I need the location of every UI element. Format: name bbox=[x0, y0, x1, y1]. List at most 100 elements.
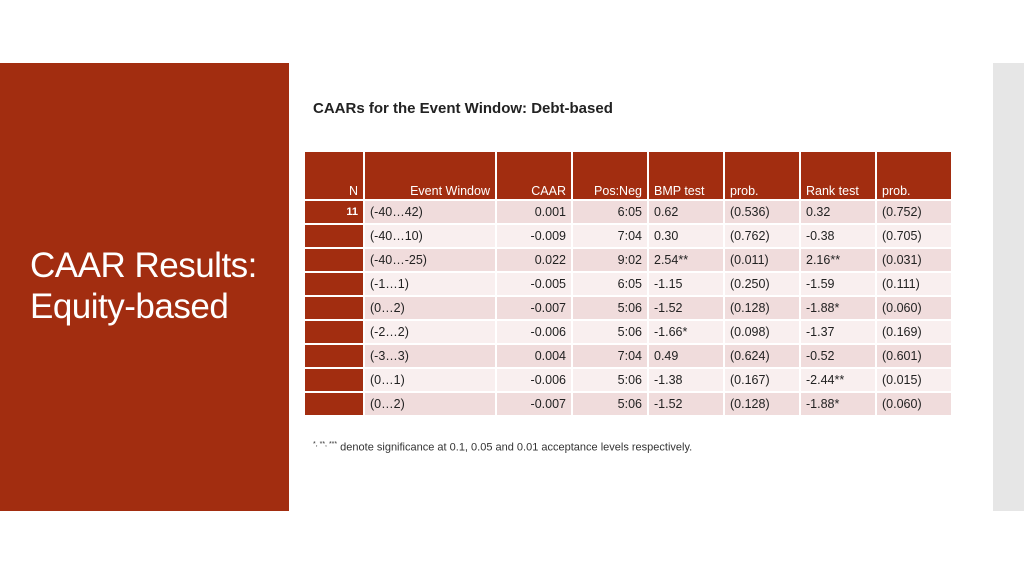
cell-caar: -0.007 bbox=[497, 297, 571, 319]
table-row: (-1…1) -0.005 6:05 -1.15 (0.250) -1.59 (… bbox=[305, 273, 951, 295]
cell-n bbox=[305, 393, 363, 415]
cell-prob-bmp: (0.536) bbox=[725, 201, 799, 223]
cell-n bbox=[305, 369, 363, 391]
cell-pos-neg: 7:04 bbox=[573, 225, 647, 247]
cell-n bbox=[305, 321, 363, 343]
cell-pos-neg: 6:05 bbox=[573, 201, 647, 223]
header-pos-neg: Pos:Neg bbox=[573, 152, 647, 199]
cell-rank-test: -2.44** bbox=[801, 369, 875, 391]
cell-rank-test: -1.88* bbox=[801, 297, 875, 319]
table-row: (0…2) -0.007 5:06 -1.52 (0.128) -1.88* (… bbox=[305, 297, 951, 319]
cell-n bbox=[305, 345, 363, 367]
footnote-text: denote significance at 0.1, 0.05 and 0.0… bbox=[337, 441, 693, 454]
cell-prob-rank: (0.169) bbox=[877, 321, 951, 343]
cell-rank-test: 2.16** bbox=[801, 249, 875, 271]
footnote-marks: *, **, *** bbox=[313, 441, 338, 448]
cell-prob-rank: (0.031) bbox=[877, 249, 951, 271]
cell-bmp-test: -1.52 bbox=[649, 297, 723, 319]
table-row: (-40…10) -0.009 7:04 0.30 (0.762) -0.38 … bbox=[305, 225, 951, 247]
table-row: (-40…-25) 0.022 9:02 2.54** (0.011) 2.16… bbox=[305, 249, 951, 271]
cell-event-window: (0…2) bbox=[365, 297, 495, 319]
cell-bmp-test: 0.49 bbox=[649, 345, 723, 367]
table-caption: CAARs for the Event Window: Debt-based bbox=[313, 100, 613, 117]
slide-title-line2: Equity-based bbox=[30, 287, 229, 326]
cell-event-window: (0…2) bbox=[365, 393, 495, 415]
header-caar: CAAR bbox=[497, 152, 571, 199]
slide-title: CAAR Results: Equity-based bbox=[30, 245, 285, 327]
cell-caar: -0.007 bbox=[497, 393, 571, 415]
cell-caar: -0.005 bbox=[497, 273, 571, 295]
cell-bmp-test: -1.66* bbox=[649, 321, 723, 343]
table-row: (0…1) -0.006 5:06 -1.38 (0.167) -2.44** … bbox=[305, 369, 951, 391]
cell-pos-neg: 5:06 bbox=[573, 393, 647, 415]
cell-prob-rank: (0.705) bbox=[877, 225, 951, 247]
title-panel bbox=[0, 63, 289, 511]
cell-bmp-test: 0.62 bbox=[649, 201, 723, 223]
cell-prob-bmp: (0.128) bbox=[725, 297, 799, 319]
table-row: (-2…2) -0.006 5:06 -1.66* (0.098) -1.37 … bbox=[305, 321, 951, 343]
cell-bmp-test: 2.54** bbox=[649, 249, 723, 271]
cell-prob-bmp: (0.250) bbox=[725, 273, 799, 295]
cell-n bbox=[305, 249, 363, 271]
cell-prob-rank: (0.015) bbox=[877, 369, 951, 391]
cell-event-window: (0…1) bbox=[365, 369, 495, 391]
table-row: (-3…3) 0.004 7:04 0.49 (0.624) -0.52 (0.… bbox=[305, 345, 951, 367]
table-row: 11 (-40…42) 0.001 6:05 0.62 (0.536) 0.32… bbox=[305, 201, 951, 223]
cell-caar: 0.001 bbox=[497, 201, 571, 223]
cell-pos-neg: 5:06 bbox=[573, 297, 647, 319]
cell-bmp-test: -1.38 bbox=[649, 369, 723, 391]
cell-rank-test: -1.88* bbox=[801, 393, 875, 415]
cell-rank-test: -0.38 bbox=[801, 225, 875, 247]
cell-caar: -0.006 bbox=[497, 321, 571, 343]
cell-caar: 0.004 bbox=[497, 345, 571, 367]
cell-caar: -0.006 bbox=[497, 369, 571, 391]
cell-rank-test: -1.37 bbox=[801, 321, 875, 343]
cell-rank-test: -0.52 bbox=[801, 345, 875, 367]
cell-pos-neg: 5:06 bbox=[573, 321, 647, 343]
cell-prob-bmp: (0.011) bbox=[725, 249, 799, 271]
cell-prob-rank: (0.060) bbox=[877, 393, 951, 415]
header-event-window: Event Window bbox=[365, 152, 495, 199]
cell-rank-test: -1.59 bbox=[801, 273, 875, 295]
cell-prob-rank: (0.752) bbox=[877, 201, 951, 223]
cell-pos-neg: 5:06 bbox=[573, 369, 647, 391]
header-rank-test: Rank test bbox=[801, 152, 875, 199]
cell-pos-neg: 6:05 bbox=[573, 273, 647, 295]
header-bmp-test: BMP test bbox=[649, 152, 723, 199]
cell-n bbox=[305, 225, 363, 247]
cell-prob-rank: (0.060) bbox=[877, 297, 951, 319]
cell-n bbox=[305, 297, 363, 319]
cell-event-window: (-40…42) bbox=[365, 201, 495, 223]
cell-prob-bmp: (0.167) bbox=[725, 369, 799, 391]
cell-prob-bmp: (0.098) bbox=[725, 321, 799, 343]
header-n: N bbox=[305, 152, 363, 199]
slide-title-line1: CAAR Results: bbox=[30, 246, 257, 285]
cell-event-window: (-2…2) bbox=[365, 321, 495, 343]
cell-n: 11 bbox=[305, 201, 363, 223]
cell-event-window: (-40…-25) bbox=[365, 249, 495, 271]
cell-prob-rank: (0.111) bbox=[877, 273, 951, 295]
cell-prob-rank: (0.601) bbox=[877, 345, 951, 367]
significance-footnote: *, **, *** denote significance at 0.1, 0… bbox=[313, 441, 692, 454]
header-prob-bmp: prob. bbox=[725, 152, 799, 199]
cell-caar: 0.022 bbox=[497, 249, 571, 271]
cell-pos-neg: 9:02 bbox=[573, 249, 647, 271]
cell-event-window: (-3…3) bbox=[365, 345, 495, 367]
caar-results-table: N Event Window CAAR Pos:Neg BMP test pro… bbox=[303, 150, 953, 417]
cell-prob-bmp: (0.762) bbox=[725, 225, 799, 247]
cell-event-window: (-40…10) bbox=[365, 225, 495, 247]
side-bar bbox=[993, 63, 1024, 511]
cell-pos-neg: 7:04 bbox=[573, 345, 647, 367]
cell-prob-bmp: (0.128) bbox=[725, 393, 799, 415]
header-prob-rank: prob. bbox=[877, 152, 951, 199]
table-row: (0…2) -0.007 5:06 -1.52 (0.128) -1.88* (… bbox=[305, 393, 951, 415]
cell-rank-test: 0.32 bbox=[801, 201, 875, 223]
cell-event-window: (-1…1) bbox=[365, 273, 495, 295]
cell-prob-bmp: (0.624) bbox=[725, 345, 799, 367]
cell-bmp-test: -1.52 bbox=[649, 393, 723, 415]
cell-bmp-test: 0.30 bbox=[649, 225, 723, 247]
table-header-row: N Event Window CAAR Pos:Neg BMP test pro… bbox=[305, 152, 951, 199]
cell-bmp-test: -1.15 bbox=[649, 273, 723, 295]
cell-n bbox=[305, 273, 363, 295]
cell-caar: -0.009 bbox=[497, 225, 571, 247]
